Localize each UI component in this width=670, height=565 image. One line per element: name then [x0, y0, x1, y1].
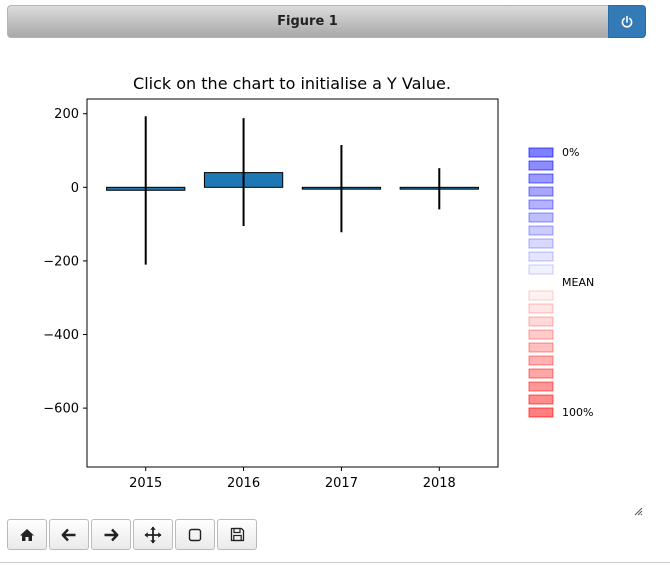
legend-swatch-blue	[528, 238, 554, 249]
legend-swatch-blue	[528, 225, 554, 236]
legend-swatch-red	[528, 316, 554, 327]
x-tick-label: 2017	[325, 476, 358, 491]
legend-swatch-blue	[528, 264, 554, 275]
navigation-toolbar	[7, 519, 259, 552]
save-button[interactable]	[217, 519, 257, 550]
home-icon	[20, 528, 34, 541]
legend-swatch-blue	[528, 251, 554, 262]
y-tick-label: 200	[54, 107, 79, 122]
legend-swatch-red	[528, 407, 554, 418]
resize-grip-icon[interactable]	[633, 506, 643, 516]
square-icon	[188, 528, 202, 541]
x-tick-label: 2018	[423, 476, 456, 491]
y-tick-label: 0	[71, 181, 79, 196]
legend-swatch-blue	[528, 160, 554, 171]
x-tick-label: 2015	[129, 476, 162, 491]
legend-swatch-red	[528, 368, 554, 379]
figure-canvas[interactable]: Click on the chart to initialise a Y Val…	[0, 40, 670, 515]
arrow-left-icon	[61, 528, 76, 541]
legend-label-mean: MEAN	[562, 276, 594, 289]
legend-swatch-red	[528, 290, 554, 301]
figure-title: Figure 1	[277, 14, 338, 29]
legend-swatch-red	[528, 381, 554, 392]
legend-swatch-red	[528, 355, 554, 366]
figure-titlebar: Figure 1	[7, 5, 646, 38]
back-button[interactable]	[49, 519, 89, 550]
move-icon	[144, 526, 162, 543]
legend-swatch-red	[528, 329, 554, 340]
arrow-right-icon	[104, 528, 119, 541]
legend-swatch-blue	[528, 173, 554, 184]
legend-swatch-blue	[528, 186, 554, 197]
power-icon	[621, 15, 633, 28]
forward-button[interactable]	[91, 519, 131, 550]
legend-label-bottom: 100%	[562, 406, 593, 419]
close-figure-button[interactable]	[608, 5, 646, 38]
bottom-divider	[0, 562, 670, 563]
y-tick-label: −200	[43, 254, 79, 269]
legend-swatch-blue	[528, 212, 554, 223]
bar-chart[interactable]: Click on the chart to initialise a Y Val…	[0, 40, 670, 515]
floppy-icon	[230, 527, 244, 542]
chart-title: Click on the chart to initialise a Y Val…	[133, 74, 451, 93]
legend-swatch-blue	[528, 199, 554, 210]
y-tick-label: −400	[43, 328, 79, 343]
pan-button[interactable]	[133, 519, 173, 550]
y-tick-label: −600	[43, 402, 79, 417]
legend-swatch-red	[528, 303, 554, 314]
home-button[interactable]	[7, 519, 47, 550]
legend-label-top: 0%	[562, 146, 579, 159]
legend-swatch-red	[528, 394, 554, 405]
legend-swatch-blue	[528, 147, 554, 158]
legend-swatch-red	[528, 342, 554, 353]
x-tick-label: 2016	[227, 476, 260, 491]
zoom-button[interactable]	[175, 519, 215, 550]
plot-frame	[86, 98, 499, 468]
